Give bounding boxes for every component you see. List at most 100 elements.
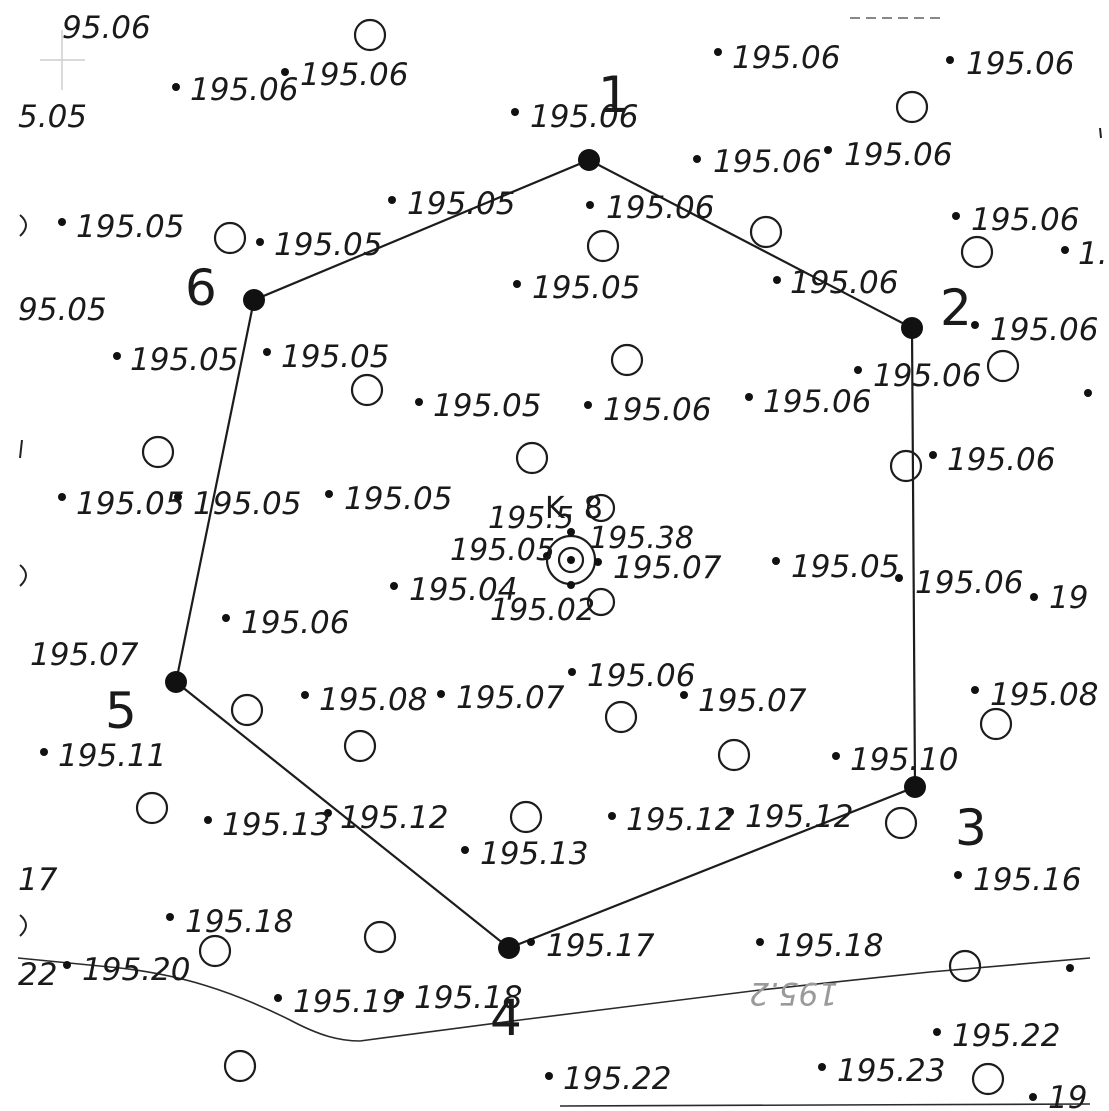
- circle-marker: [586, 493, 616, 523]
- spot-dot: [773, 276, 781, 284]
- well-point-dot: [567, 581, 575, 589]
- elevation-label: 195.06: [732, 40, 840, 76]
- hollow-circles: [135, 18, 1020, 1096]
- spot-dot: [1061, 246, 1069, 254]
- elevation-label: 195.05: [76, 209, 184, 245]
- spot-dot: [222, 614, 230, 622]
- circle-marker: [986, 349, 1020, 383]
- elevation-label: 195.16: [973, 862, 1081, 898]
- circle-marker: [198, 934, 232, 968]
- elevation-label: 195.06: [530, 99, 638, 135]
- well-label: K. 8: [545, 491, 603, 526]
- spot-dot: [527, 938, 535, 946]
- spot-dot: [818, 1063, 826, 1071]
- elevation-label: 195.06: [241, 605, 349, 641]
- elevation-label: 195.22: [952, 1018, 1060, 1054]
- spot-dot: [281, 68, 289, 76]
- spot-dot: [1030, 593, 1038, 601]
- vertex-labels: 1 2 3 4 5 6: [105, 66, 987, 1047]
- spot-dot: [1029, 1093, 1037, 1101]
- spot-dot: [204, 816, 212, 824]
- elevation-label: 195.05: [344, 481, 452, 517]
- vertex-label-4: 4: [490, 989, 522, 1047]
- spot-dot: [608, 812, 616, 820]
- spot-dot: [40, 748, 48, 756]
- spot-dot: [854, 366, 862, 374]
- vertex-4-marker: [498, 937, 520, 959]
- elevation-label: 195.08: [990, 677, 1098, 713]
- circle-marker: [948, 949, 982, 983]
- spot-dot: [895, 574, 903, 582]
- elevation-label: 195.07: [456, 680, 565, 716]
- well-point-dot: [543, 552, 551, 560]
- well-point-dot: [567, 528, 575, 536]
- spot-dot: [545, 1072, 553, 1080]
- spot-dot: [415, 398, 423, 406]
- elevation-label: 195.10: [850, 742, 958, 778]
- spot-dot: [971, 686, 979, 694]
- elevation-label: 1.: [1078, 236, 1108, 272]
- vertex-label-1: 1: [598, 66, 630, 124]
- elevation-label: 195.20: [82, 952, 190, 988]
- elevation-label: 195.06: [587, 658, 695, 694]
- elevation-label: 19: [1048, 1080, 1087, 1111]
- elevation-label: 195.06: [300, 57, 408, 93]
- spot-dot: [693, 155, 701, 163]
- spot-dot: [256, 238, 264, 246]
- elevation-label: 195.06: [790, 265, 898, 301]
- elevation-label: 95.06: [62, 10, 151, 46]
- elevation-label: 195.12: [745, 799, 853, 835]
- elevation-label: 195.05: [274, 227, 382, 263]
- elevation-label: 195.38: [589, 521, 694, 556]
- circle-marker: [509, 800, 543, 834]
- elevation-label: 195.06: [915, 565, 1023, 601]
- elevation-label: 195.05: [281, 339, 389, 375]
- spot-dot: [680, 691, 688, 699]
- spot-dot: [971, 321, 979, 329]
- elevation-label: 195.04: [409, 572, 517, 608]
- elevation-label: 195.18: [185, 904, 293, 940]
- spot-dot: [58, 218, 66, 226]
- elevation-label: 195.05: [193, 486, 301, 522]
- vertex-label-5: 5: [105, 682, 137, 740]
- spot-dot: [172, 83, 180, 91]
- spot-dot: [933, 1028, 941, 1036]
- spot-dot: [513, 280, 521, 288]
- spot-dot: [511, 108, 519, 116]
- elevation-dots: [40, 48, 1092, 1101]
- spot-dot: [584, 401, 592, 409]
- well-k8: [543, 528, 602, 589]
- spot-dot: [390, 582, 398, 590]
- elevation-label: 195.06: [763, 384, 871, 420]
- elevation-label: 17: [18, 862, 58, 898]
- circle-marker: [960, 235, 994, 269]
- elevation-label: 195.18: [414, 980, 522, 1016]
- elevation-label: 195.06: [603, 392, 711, 428]
- spot-dot: [437, 690, 445, 698]
- elevation-label: 195.06: [947, 442, 1055, 478]
- spot-dot: [756, 938, 764, 946]
- spot-dot: [1084, 389, 1092, 397]
- contour-elevation-label: 195.2: [749, 975, 838, 1011]
- elevation-label: 195.07: [698, 683, 807, 719]
- vertex-1-marker: [578, 149, 600, 171]
- elevation-label: 95.05: [18, 292, 107, 328]
- contour-line: [559, 1103, 1091, 1107]
- elevation-label: 195.12: [340, 800, 448, 836]
- circle-marker: [586, 587, 616, 617]
- elevation-label: 195.06: [713, 144, 821, 180]
- spot-dot: [325, 490, 333, 498]
- spot-dot: [301, 691, 309, 699]
- circle-marker: [213, 221, 247, 255]
- spot-dot: [714, 48, 722, 56]
- spot-dot: [388, 196, 396, 204]
- circle-marker: [223, 1049, 257, 1083]
- spot-dot: [113, 352, 121, 360]
- elevation-label: 195.22: [563, 1061, 671, 1097]
- elevation-label: 195.06: [190, 72, 298, 108]
- circle-marker: [979, 707, 1013, 741]
- elevation-label: 195.13: [480, 836, 588, 872]
- spot-dot: [946, 56, 954, 64]
- circle-marker: [515, 441, 549, 475]
